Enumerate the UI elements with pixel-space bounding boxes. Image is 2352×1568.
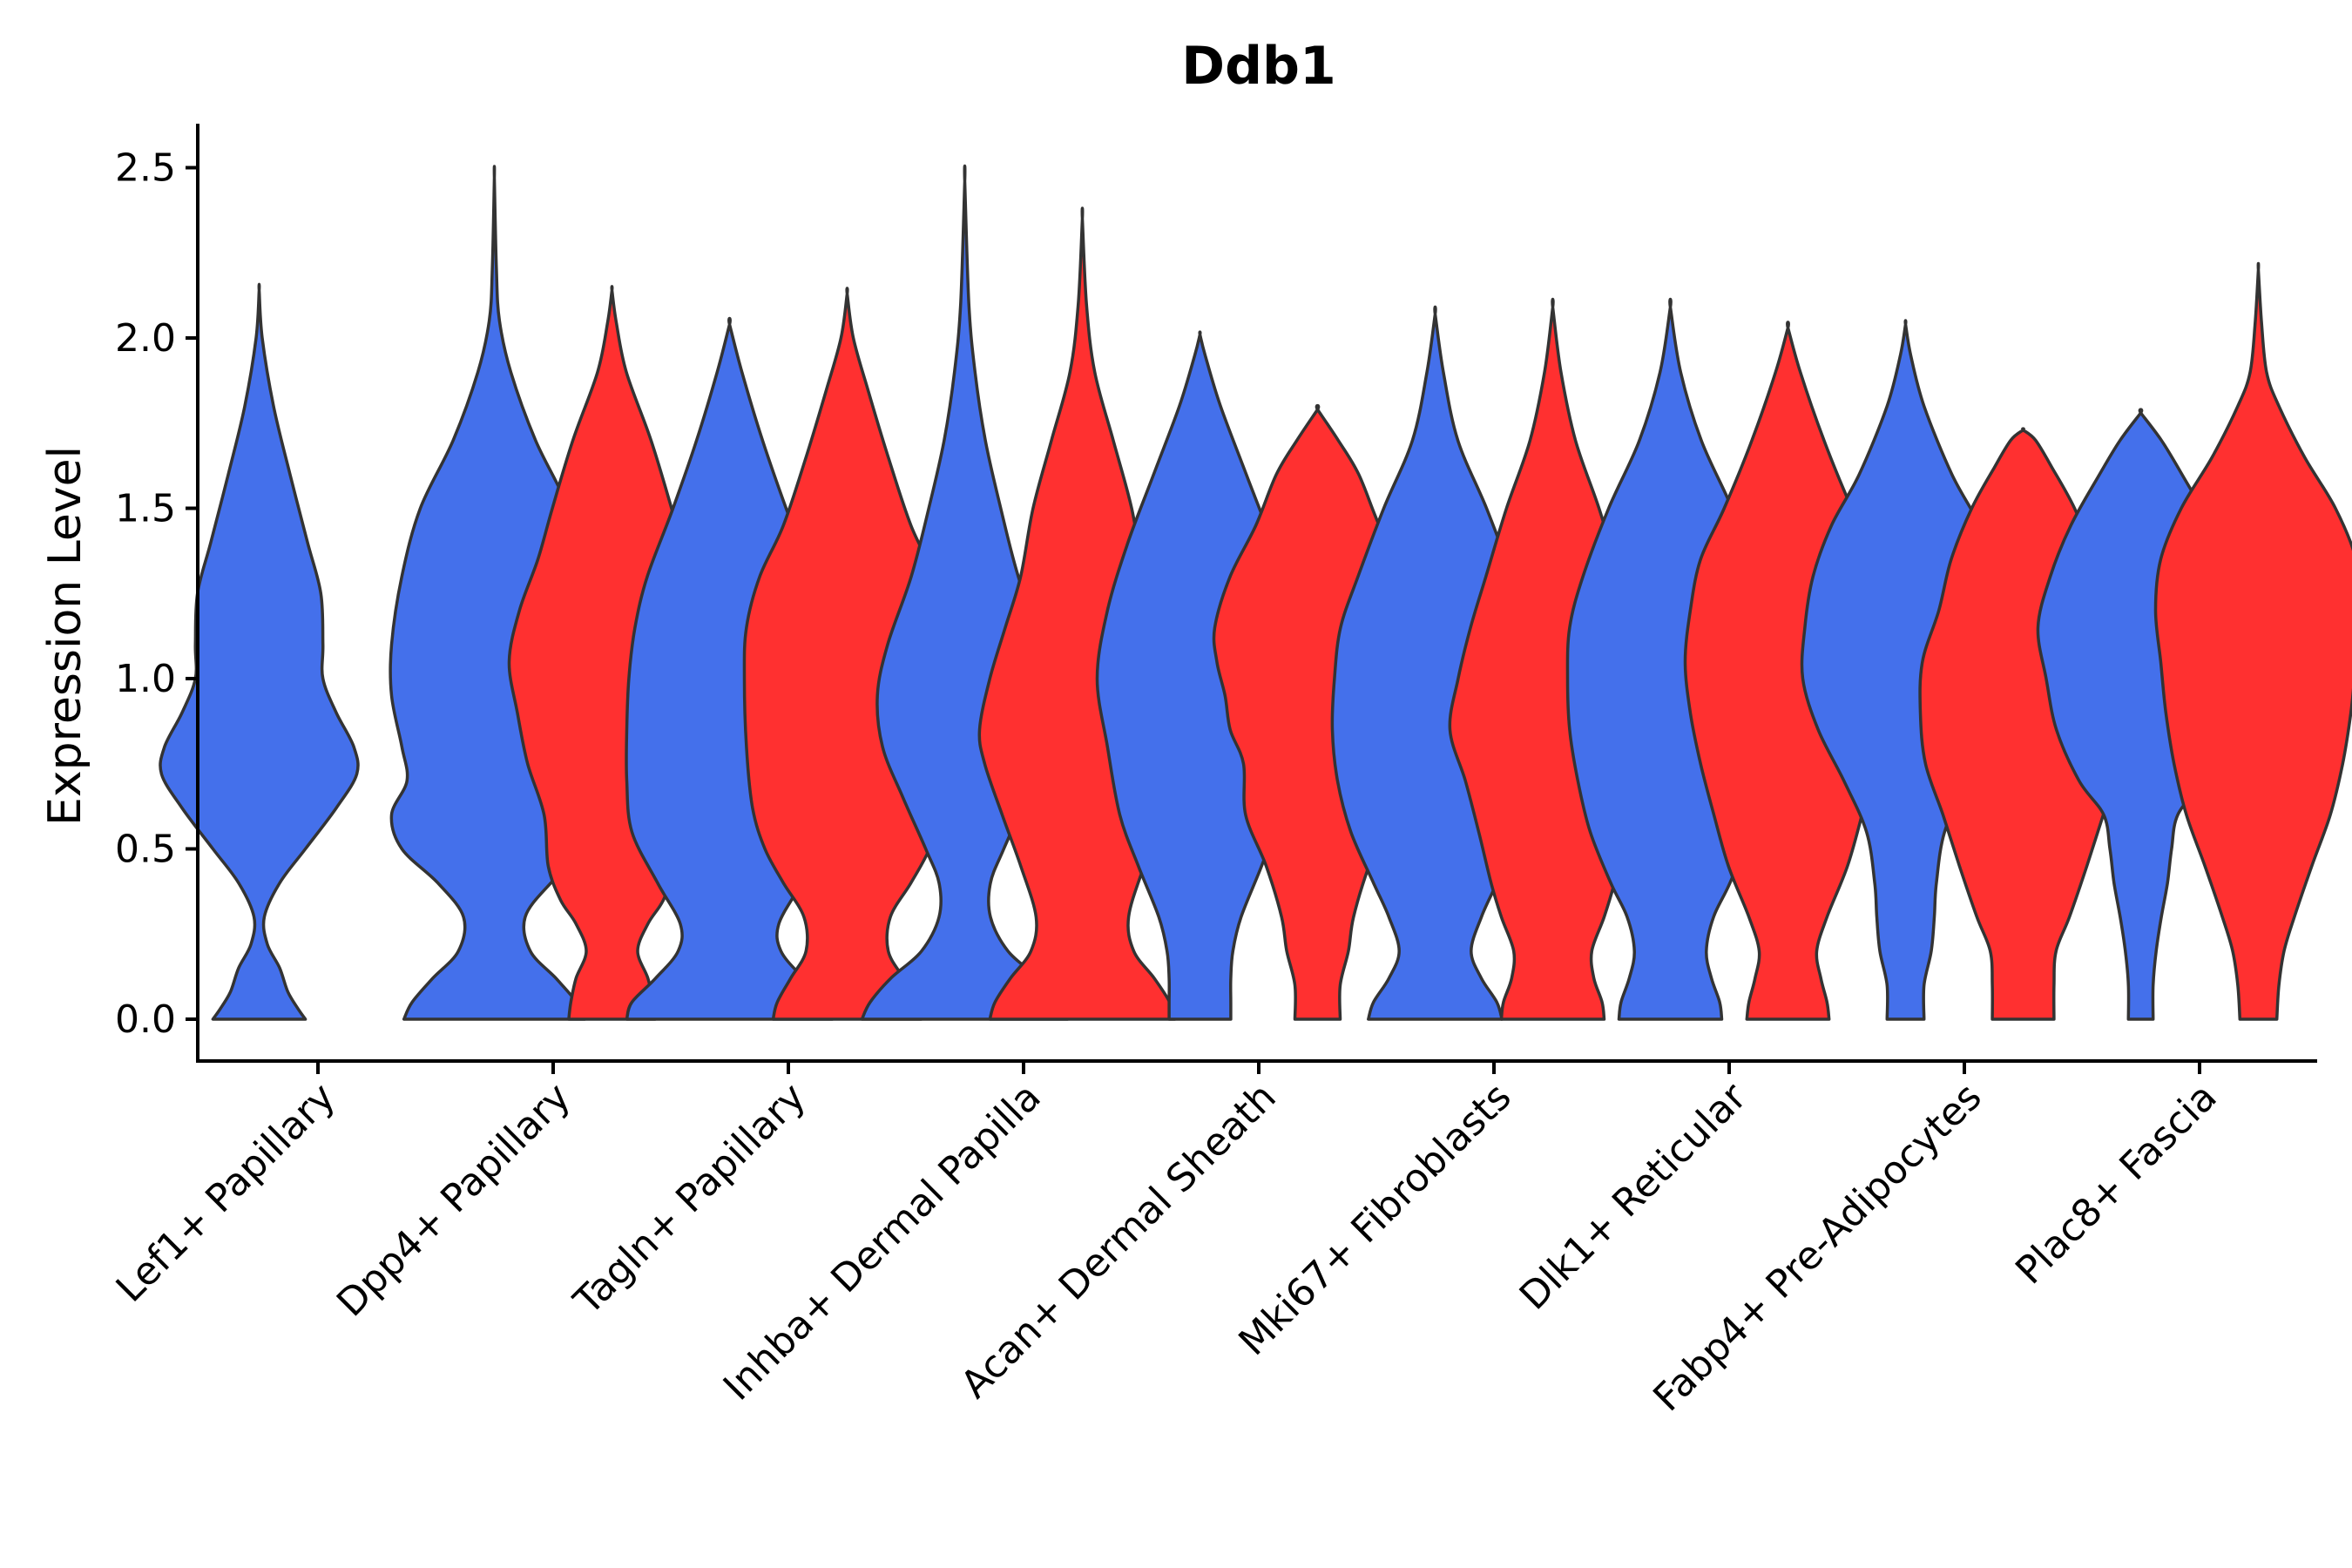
violin-group-red: [2153, 261, 2352, 1021]
violin-group-blue: [159, 282, 360, 1021]
violin-layer: [159, 164, 2352, 1021]
y-axis-label: Expression Level: [39, 446, 91, 826]
x-tick-label: Lef1+ Papillary: [108, 1075, 344, 1311]
y-ticks: 0.0 0.5 1.0 1.5 2.0 2.5: [115, 146, 198, 1042]
y-tick-label: 2.5: [115, 146, 176, 191]
violin-group-blue: [1095, 330, 1305, 1021]
y-tick-label: 0.5: [115, 828, 176, 872]
x-tick-label: Dlk1+ Reticular: [1511, 1074, 1756, 1319]
y-tick-label: 1.0: [115, 657, 176, 701]
y-tick-label: 1.5: [115, 487, 176, 531]
violin-group-red: [1683, 321, 1893, 1021]
y-tick-label: 2.0: [115, 316, 176, 361]
x-tick-label: Dpp4+ Papillary: [328, 1075, 579, 1326]
violin-group-red: [742, 287, 952, 1021]
x-tick-label: Mki67+ Fibroblasts: [1230, 1075, 1519, 1364]
x-tick-label: Tagln+ Papillary: [565, 1075, 814, 1324]
chart-title: Ddb1: [1181, 36, 1335, 97]
x-tick-label: Plac8+ Fascia: [2007, 1075, 2226, 1294]
y-tick-label: 0.0: [115, 997, 176, 1042]
